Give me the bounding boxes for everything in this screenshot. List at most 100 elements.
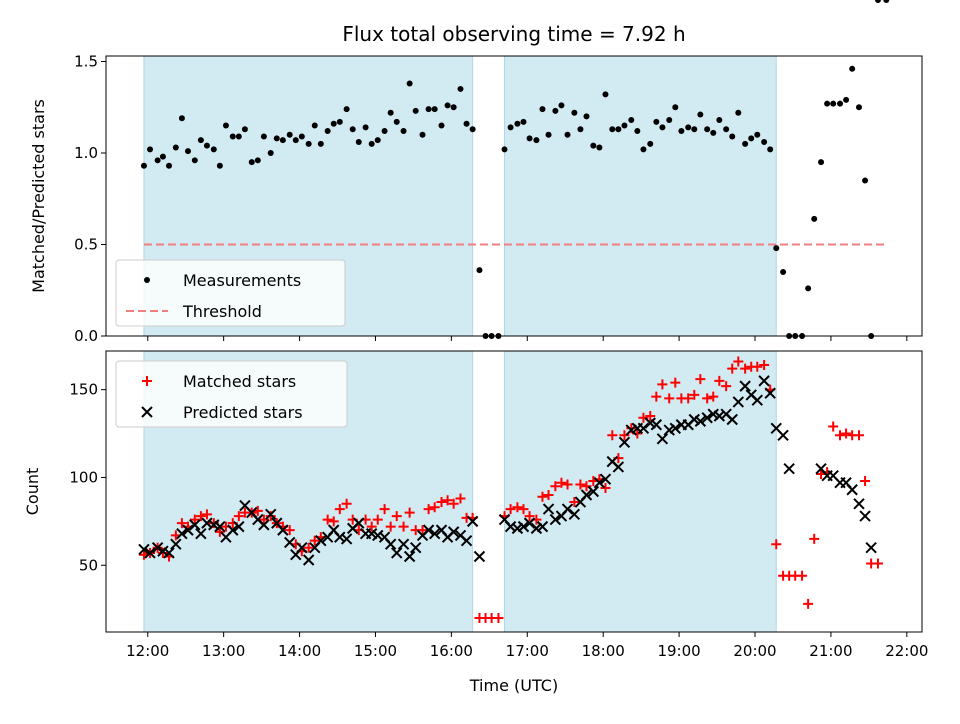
measurement-point bbox=[735, 109, 742, 116]
measurement-point bbox=[874, 0, 881, 3]
predicted-star-point bbox=[846, 484, 858, 496]
measurement-point bbox=[704, 126, 711, 133]
measurement-point bbox=[761, 139, 768, 146]
matched-star-point bbox=[493, 612, 504, 623]
measurement-point bbox=[203, 142, 210, 149]
measurement-point bbox=[716, 117, 723, 124]
predicted-star-point bbox=[726, 413, 738, 426]
matched-star-point bbox=[651, 391, 662, 402]
measurement-point bbox=[558, 102, 565, 109]
predicted-star-point bbox=[523, 517, 536, 529]
matched-star-point bbox=[853, 430, 864, 441]
matched-star-point bbox=[708, 391, 719, 402]
count-panel: 50 100 150 12:00 13:00 14:00 15:00 16:00 17:00 18… bbox=[69, 351, 928, 660]
measurement-point bbox=[818, 159, 825, 166]
matched-star-point bbox=[505, 504, 516, 515]
measurement-point bbox=[748, 135, 755, 142]
predicted-star-point bbox=[138, 543, 150, 556]
matched-star-point bbox=[543, 490, 554, 501]
measurement-point bbox=[811, 215, 818, 222]
measurement-point bbox=[191, 157, 198, 164]
matched-star-point bbox=[391, 511, 402, 522]
matched-star-point bbox=[645, 410, 656, 421]
measurement-point bbox=[507, 124, 514, 131]
measurement-point bbox=[355, 139, 362, 146]
y-tick-label: 1.0 bbox=[74, 144, 98, 162]
measurement-point bbox=[235, 133, 242, 140]
measurement-point bbox=[343, 106, 350, 113]
y-tick-label: 50 bbox=[79, 556, 98, 574]
measurement-point bbox=[463, 120, 470, 127]
matched-star-point bbox=[841, 428, 852, 439]
y-axis-title-count: Count bbox=[23, 468, 42, 516]
matched-star-point bbox=[803, 598, 814, 609]
measurement-point bbox=[450, 104, 457, 111]
ratio-panel: 0.0 0.5 1.0 1.5 Measurements Threshold bbox=[74, 0, 923, 345]
predicted-star-point bbox=[637, 422, 650, 434]
measurement-point bbox=[336, 118, 343, 125]
matched-star-point bbox=[721, 381, 732, 392]
measurement-point bbox=[596, 144, 603, 151]
measurement-point bbox=[311, 122, 318, 129]
measurement-point bbox=[710, 129, 717, 136]
measurement-point bbox=[216, 162, 223, 169]
measurement-point bbox=[374, 137, 381, 144]
predicted-star-point bbox=[777, 429, 789, 442]
matched-star-point bbox=[537, 491, 548, 502]
matched-star-point bbox=[569, 497, 580, 508]
legend-marker-matched bbox=[142, 376, 152, 386]
matched-star-point bbox=[201, 509, 212, 520]
predicted-star-point bbox=[656, 433, 669, 445]
predicted-star-point bbox=[258, 519, 270, 531]
matched-star-point bbox=[512, 502, 523, 513]
measurement-point bbox=[286, 131, 293, 138]
measurement-point bbox=[241, 126, 248, 133]
measurement-point bbox=[438, 122, 445, 129]
measurement-point bbox=[393, 118, 400, 125]
matched-star-point bbox=[727, 363, 738, 374]
predicted-star-point bbox=[466, 515, 479, 528]
predicted-star-point bbox=[561, 503, 574, 515]
predicted-star-point bbox=[384, 538, 397, 550]
matched-star-point bbox=[809, 533, 820, 544]
predicted-star-point bbox=[460, 534, 473, 547]
measurement-point bbox=[609, 126, 616, 133]
predicted-star-point bbox=[764, 387, 776, 399]
measurement-point bbox=[564, 131, 571, 138]
measurement-point bbox=[849, 65, 856, 72]
measurement-point bbox=[178, 115, 185, 122]
predicted-star-point bbox=[403, 550, 416, 563]
measurement-point bbox=[412, 107, 419, 114]
x-axis-title: Time (UTC) bbox=[469, 676, 558, 695]
measurement-point bbox=[653, 118, 660, 125]
measurement-point bbox=[583, 113, 590, 120]
predicted-star-point bbox=[751, 394, 763, 406]
matched-star-point bbox=[550, 481, 561, 492]
predicted-star-point bbox=[549, 513, 562, 526]
measurement-point bbox=[368, 140, 375, 147]
predicted-star-point bbox=[182, 524, 194, 536]
legend-marker-predicted bbox=[141, 406, 153, 418]
measurement-point bbox=[742, 140, 749, 147]
predicted-star-point bbox=[599, 473, 612, 485]
predicted-star-point bbox=[713, 410, 726, 422]
matched-star-point bbox=[417, 525, 428, 536]
measurement-point bbox=[824, 100, 831, 107]
measurement-point bbox=[431, 106, 438, 113]
measurement-point bbox=[678, 128, 685, 135]
axes-frame bbox=[105, 350, 923, 633]
predicted-star-point bbox=[315, 534, 327, 547]
matched-star-point bbox=[600, 482, 611, 493]
x-tick-label: 16:00 bbox=[430, 642, 473, 660]
matched-star-point bbox=[714, 375, 725, 386]
measurement-point bbox=[381, 128, 388, 135]
matched-star-point bbox=[689, 389, 700, 400]
predicted-star-point bbox=[517, 520, 530, 533]
predicted-star-point bbox=[618, 436, 631, 449]
predicted-star-point bbox=[195, 527, 207, 540]
matched-star-point bbox=[828, 421, 839, 432]
x-tick-label: 20:00 bbox=[733, 642, 776, 660]
matched-star-point bbox=[626, 423, 637, 434]
matched-star-point bbox=[695, 374, 706, 385]
predicted-star-point bbox=[580, 489, 593, 501]
